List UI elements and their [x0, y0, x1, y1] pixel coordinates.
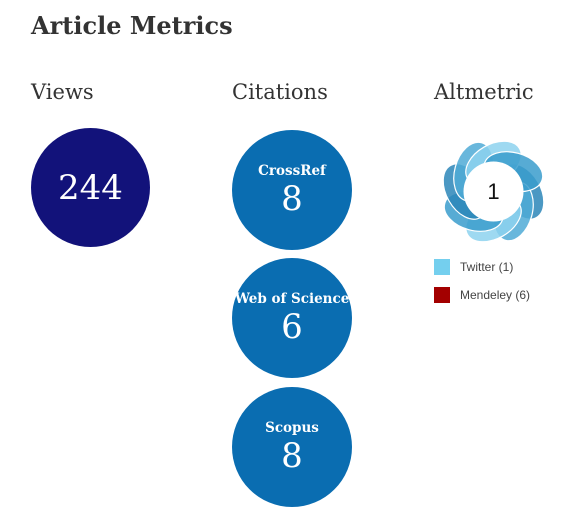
crossref-citations-circle[interactable]: CrossRef 8: [232, 130, 352, 250]
crossref-label: CrossRef: [258, 163, 326, 179]
scopus-citations-circle[interactable]: Scopus 8: [232, 387, 352, 507]
views-circle[interactable]: 244: [31, 128, 150, 247]
altmetric-donut[interactable]: 1: [433, 131, 554, 252]
legend-item-twitter[interactable]: Twitter (1): [434, 258, 530, 275]
web-of-science-label: Web of Science: [234, 291, 350, 307]
crossref-count: 8: [281, 179, 303, 219]
page-title: Article Metrics: [31, 11, 233, 40]
mendeley-swatch: [434, 286, 450, 303]
altmetric-score: 1: [487, 178, 500, 204]
twitter-swatch: [434, 258, 450, 275]
scopus-count: 8: [281, 436, 303, 476]
altmetric-donut-icon: [442, 140, 545, 243]
donut-center: [463, 161, 524, 222]
views-count: 244: [58, 167, 123, 208]
altmetric-heading: Altmetric: [434, 80, 534, 104]
views-heading: Views: [31, 80, 94, 104]
twitter-legend-label: Twitter (1): [460, 259, 514, 274]
web-of-science-citations-circle[interactable]: Web of Science 6: [232, 258, 352, 378]
web-of-science-count: 6: [281, 307, 303, 347]
legend-item-mendeley[interactable]: Mendeley (6): [434, 286, 530, 303]
altmetric-legend: Twitter (1) Mendeley (6): [434, 258, 530, 314]
mendeley-legend-label: Mendeley (6): [460, 287, 531, 302]
citations-heading: Citations: [232, 80, 328, 104]
scopus-label: Scopus: [265, 420, 319, 436]
